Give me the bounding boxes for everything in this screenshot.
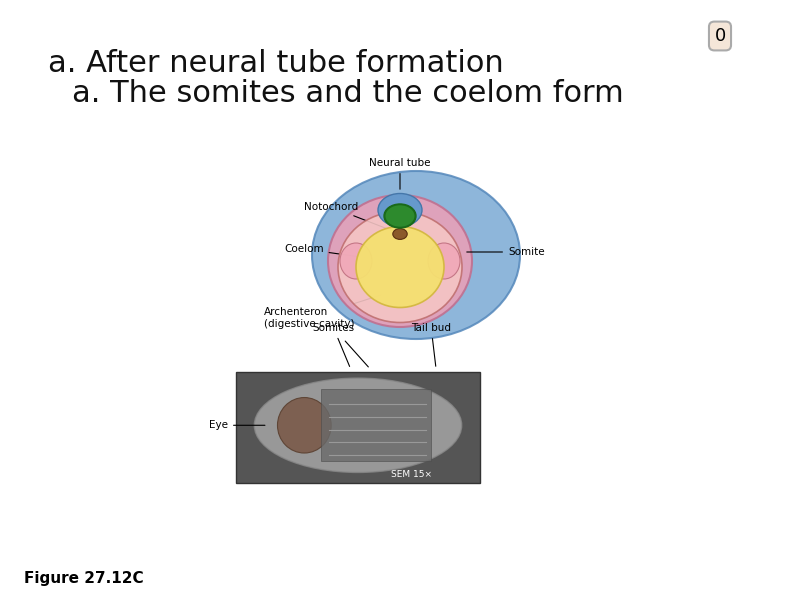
Ellipse shape (378, 193, 422, 227)
Text: Figure 27.12C: Figure 27.12C (24, 571, 144, 587)
Text: Archenteron
(digestive cavity): Archenteron (digestive cavity) (264, 295, 382, 329)
Text: Neural tube: Neural tube (370, 158, 430, 189)
Ellipse shape (385, 205, 415, 227)
Text: Coelom: Coelom (284, 244, 366, 257)
Ellipse shape (356, 227, 444, 308)
Bar (322, 389, 431, 461)
Text: a. After neural tube formation: a. After neural tube formation (48, 49, 504, 77)
Text: Tail bud: Tail bud (411, 323, 451, 366)
Ellipse shape (384, 204, 416, 228)
Ellipse shape (278, 398, 331, 453)
Text: Somites: Somites (313, 323, 354, 367)
Ellipse shape (393, 229, 407, 239)
Text: Eye: Eye (209, 420, 265, 430)
Text: Somite: Somite (466, 247, 545, 257)
Ellipse shape (312, 171, 520, 339)
Text: a. The somites and the coelom form: a. The somites and the coelom form (72, 79, 624, 107)
Text: SEM 15×: SEM 15× (391, 470, 432, 479)
Ellipse shape (254, 378, 462, 472)
Bar (236, 372, 480, 483)
Text: 0: 0 (714, 27, 726, 45)
Text: Notochord: Notochord (304, 202, 394, 231)
Ellipse shape (428, 243, 460, 279)
Ellipse shape (340, 243, 372, 279)
Ellipse shape (328, 195, 472, 327)
Ellipse shape (338, 212, 462, 323)
